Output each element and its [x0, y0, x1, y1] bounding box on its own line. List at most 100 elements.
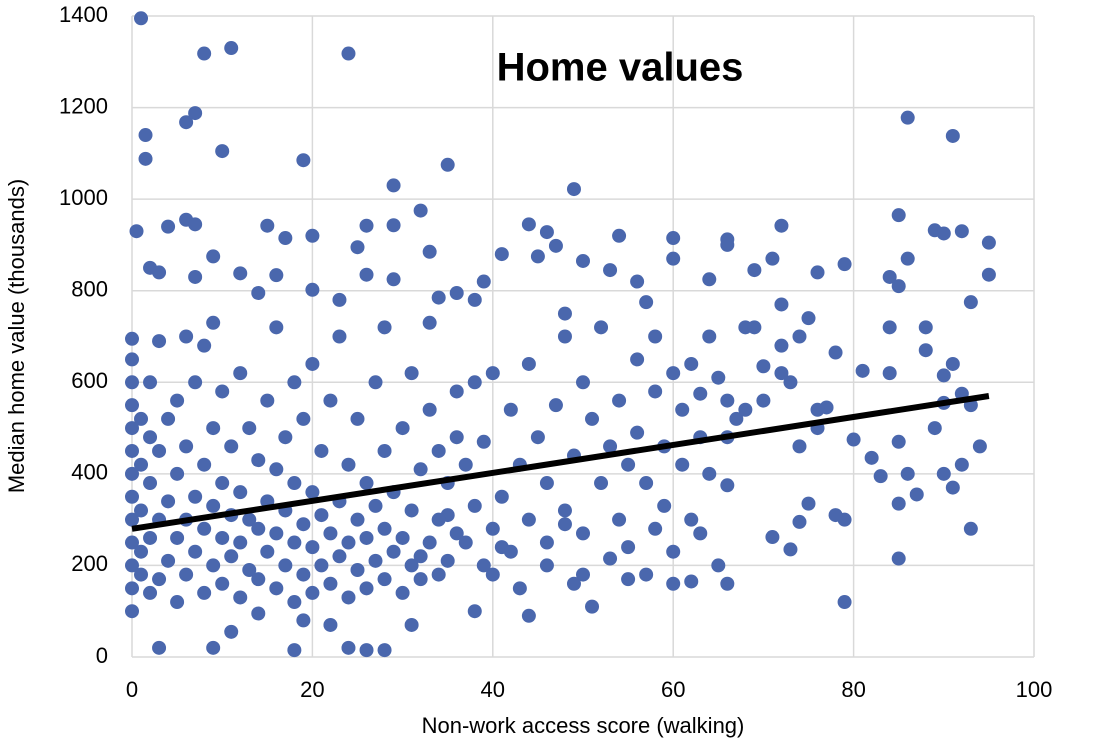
point — [368, 498, 383, 513]
point — [179, 439, 194, 454]
x-tick-label: 0 — [126, 677, 138, 702]
point — [134, 544, 149, 559]
point — [612, 393, 627, 408]
point — [539, 225, 554, 240]
point — [125, 581, 139, 596]
point — [693, 386, 708, 401]
point — [125, 398, 139, 413]
point — [449, 526, 464, 541]
point — [395, 421, 410, 436]
point — [566, 182, 581, 197]
point — [359, 581, 374, 596]
point — [179, 329, 194, 344]
point — [810, 265, 825, 280]
point — [711, 370, 726, 385]
point — [224, 549, 239, 564]
point — [350, 563, 365, 578]
point — [134, 503, 149, 518]
trendline — [131, 393, 990, 532]
point — [332, 292, 347, 307]
point — [386, 178, 401, 193]
point — [630, 352, 645, 367]
point — [684, 356, 699, 371]
point — [494, 489, 509, 504]
point — [945, 356, 960, 371]
point — [639, 295, 654, 310]
point — [485, 521, 500, 536]
point — [675, 402, 690, 417]
point — [269, 268, 284, 283]
point — [251, 286, 266, 301]
point — [332, 329, 347, 344]
point — [368, 553, 383, 568]
point — [143, 430, 158, 445]
point — [143, 530, 158, 545]
point — [206, 498, 221, 513]
x-tick-label: 60 — [661, 677, 685, 702]
point — [287, 535, 302, 550]
point — [891, 434, 906, 449]
point — [882, 269, 897, 284]
point — [882, 320, 897, 335]
point — [557, 329, 572, 344]
point — [188, 106, 203, 121]
point — [675, 457, 690, 472]
point — [810, 402, 825, 417]
point — [828, 508, 843, 523]
point — [134, 411, 149, 426]
point — [161, 411, 176, 426]
point — [152, 572, 167, 587]
point — [377, 521, 392, 536]
point — [170, 466, 185, 481]
point — [305, 485, 320, 500]
point — [152, 334, 167, 349]
point — [188, 489, 203, 504]
point — [269, 526, 284, 541]
point — [260, 218, 275, 233]
point — [251, 606, 266, 621]
point — [134, 567, 149, 582]
point — [720, 478, 735, 493]
point — [161, 219, 176, 234]
point — [630, 425, 645, 440]
point — [359, 530, 374, 545]
point — [891, 496, 906, 511]
point — [296, 517, 311, 532]
point — [413, 203, 428, 218]
point — [621, 572, 636, 587]
point — [188, 375, 203, 390]
point — [386, 272, 401, 287]
point — [594, 476, 609, 491]
point — [594, 320, 609, 335]
point — [557, 306, 572, 321]
y-axis-title: Median home value (thousands) — [4, 179, 29, 493]
point — [305, 282, 320, 297]
point — [125, 421, 139, 436]
point — [125, 443, 139, 458]
point — [269, 462, 284, 477]
point — [954, 224, 969, 239]
point — [936, 226, 951, 241]
point — [846, 432, 861, 447]
point — [954, 457, 969, 472]
point — [314, 508, 329, 523]
point — [756, 393, 771, 408]
point — [891, 551, 906, 566]
point — [134, 457, 149, 472]
point — [278, 430, 293, 445]
point — [296, 411, 311, 426]
point — [143, 375, 158, 390]
point — [521, 512, 536, 527]
point — [603, 263, 618, 278]
point — [377, 320, 392, 335]
point — [134, 11, 149, 26]
point — [467, 292, 482, 307]
point — [404, 558, 419, 573]
point — [143, 585, 158, 600]
point — [494, 247, 509, 262]
x-tick-label: 100 — [1016, 677, 1053, 702]
point — [521, 608, 536, 623]
point — [233, 590, 248, 605]
point — [963, 521, 978, 536]
point — [188, 269, 203, 284]
